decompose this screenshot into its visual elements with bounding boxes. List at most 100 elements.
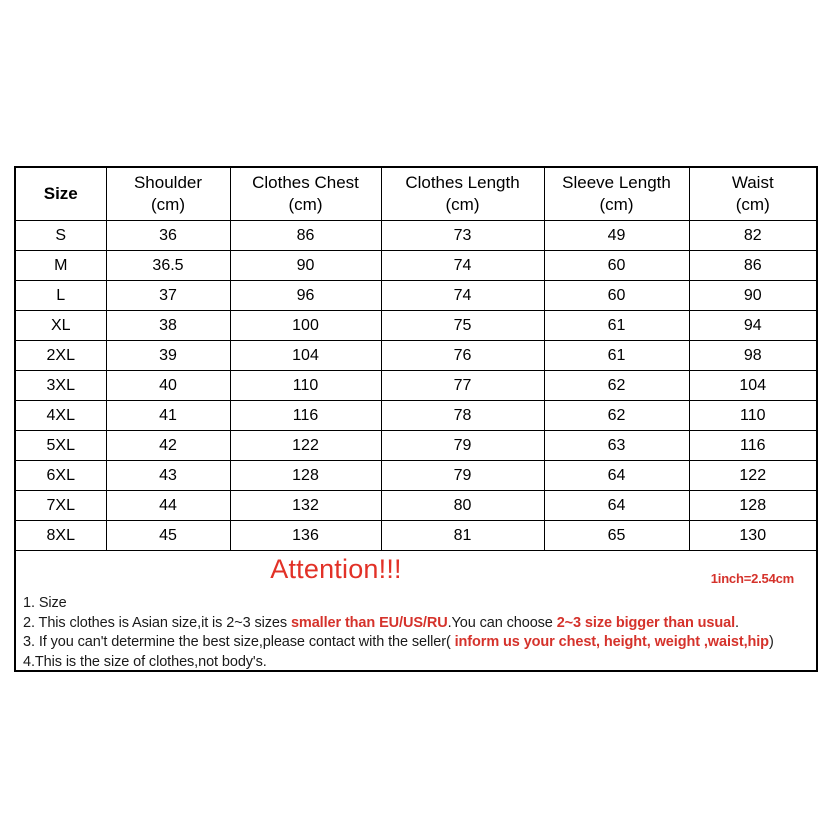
note-line-3-highlight: inform us your chest, height, weight ,wa… [454, 634, 769, 650]
note-line-2-part-c: . [735, 614, 739, 631]
column-header-clothes-chest-label: Clothes Chest [252, 173, 359, 193]
cell-shoulder: 44 [106, 490, 231, 521]
table-row: S 36 86 73 49 82 [16, 220, 816, 251]
cell-waist: 122 [689, 460, 816, 491]
cell-size: 6XL [16, 460, 107, 491]
cell-shoulder: 45 [106, 520, 231, 551]
note-line-1-text: 1. Size [23, 595, 67, 611]
cell-clothes-chest: 86 [230, 220, 382, 251]
column-header-shoulder-label: Shoulder [133, 173, 203, 193]
cell-clothes-chest: 136 [230, 520, 382, 551]
cell-size: M [16, 250, 107, 281]
table-row: 5XL 42 122 79 63 116 [16, 430, 816, 461]
column-header-clothes-length: Clothes Length (cm) [381, 168, 545, 221]
cell-size: 7XL [16, 490, 107, 521]
notes-list: 1. Size 2. This clothes is Asian size,it… [23, 594, 812, 672]
attention-title: Attention!!! [270, 554, 402, 584]
cell-clothes-length: 81 [381, 520, 545, 551]
column-header-clothes-length-unit: (cm) [445, 195, 480, 214]
column-header-waist-label: Waist [731, 173, 774, 193]
cell-shoulder: 36.5 [106, 250, 231, 281]
cell-waist: 116 [689, 430, 816, 461]
note-line-4-text: 4.This is the size of clothes,not body's… [23, 653, 267, 670]
table-row: 3XL 40 110 77 62 104 [16, 370, 816, 401]
table-row: XL 38 100 75 61 94 [16, 310, 816, 341]
note-line-2-highlight-1: smaller than EU/US/RU [290, 614, 448, 631]
cell-clothes-chest: 104 [230, 340, 382, 371]
cell-clothes-length: 76 [381, 340, 545, 371]
cell-waist: 90 [689, 280, 816, 311]
note-line-4: 4.This is the size of clothes,not body's… [23, 653, 812, 673]
cell-sleeve-length: 64 [544, 490, 690, 521]
cell-shoulder: 39 [106, 340, 231, 371]
cell-waist: 82 [689, 220, 816, 251]
cell-shoulder: 43 [106, 460, 231, 491]
cell-size: 5XL [16, 430, 107, 461]
table-row: 2XL 39 104 76 61 98 [16, 340, 816, 371]
note-line-1: 1. Size [23, 594, 812, 614]
table-body: S 36 86 73 49 82 M 36.5 90 74 60 86 L 37 96 74 60 90 XL 38 1… [16, 220, 816, 551]
cell-size: 4XL [16, 400, 107, 431]
cell-clothes-chest: 122 [230, 430, 382, 461]
column-header-size: Size [16, 168, 107, 221]
cell-clothes-length: 78 [381, 400, 545, 431]
cell-clothes-length: 79 [381, 460, 545, 491]
cell-size: 2XL [16, 340, 107, 371]
cell-clothes-length: 74 [381, 280, 545, 311]
table-row: L 37 96 74 60 90 [16, 280, 816, 311]
note-line-2-part-b: .You can choose [447, 614, 557, 631]
cell-sleeve-length: 60 [544, 250, 690, 281]
table-row: 7XL 44 132 80 64 128 [16, 490, 816, 521]
table-row: 6XL 43 128 79 64 122 [16, 460, 816, 491]
cell-clothes-chest: 90 [230, 250, 382, 281]
table-header-row: Size Shoulder (cm) Clothes Chest (cm) Cl… [16, 168, 816, 221]
note-line-3-part-b: ) [768, 634, 774, 650]
note-line-3: 3. If you can't determine the best size,… [23, 633, 812, 653]
cell-shoulder: 36 [106, 220, 231, 251]
column-header-waist-unit: (cm) [735, 195, 770, 214]
note-line-3-part-a: 3. If you can't determine the best size,… [23, 634, 455, 650]
size-chart-panel: Size Shoulder (cm) Clothes Chest (cm) Cl… [14, 166, 818, 672]
cell-sleeve-length: 49 [544, 220, 690, 251]
cell-clothes-chest: 110 [230, 370, 382, 401]
cell-sleeve-length: 61 [544, 340, 690, 371]
cell-waist: 130 [689, 520, 816, 551]
cell-size: 3XL [16, 370, 107, 401]
cell-waist: 98 [689, 340, 816, 371]
size-chart-table: Size Shoulder (cm) Clothes Chest (cm) Cl… [16, 168, 816, 551]
cell-clothes-length: 73 [381, 220, 545, 251]
note-line-2: 2. This clothes is Asian size,it is 2~3 … [23, 614, 812, 634]
table-row: 4XL 41 116 78 62 110 [16, 400, 816, 431]
cell-clothes-chest: 132 [230, 490, 382, 521]
column-header-clothes-chest: Clothes Chest (cm) [230, 168, 382, 221]
cell-clothes-chest: 128 [230, 460, 382, 491]
cell-clothes-length: 77 [381, 370, 545, 401]
column-header-sleeve-length: Sleeve Length (cm) [544, 168, 690, 221]
cell-shoulder: 37 [106, 280, 231, 311]
cell-shoulder: 38 [106, 310, 231, 341]
inch-conversion-note: 1inch=2.54cm [710, 571, 794, 586]
cell-waist: 128 [689, 490, 816, 521]
cell-size: L [16, 280, 107, 311]
column-header-shoulder-unit: (cm) [151, 195, 185, 214]
cell-clothes-length: 75 [381, 310, 545, 341]
cell-clothes-length: 79 [381, 430, 545, 461]
cell-shoulder: 41 [106, 400, 231, 431]
cell-waist: 110 [689, 400, 816, 431]
cell-clothes-length: 80 [381, 490, 545, 521]
cell-sleeve-length: 62 [544, 370, 690, 401]
cell-waist: 104 [689, 370, 816, 401]
cell-clothes-chest: 116 [230, 400, 382, 431]
cell-waist: 94 [689, 310, 816, 341]
cell-clothes-chest: 100 [230, 310, 382, 341]
notes-panel: Attention!!! 1inch=2.54cm 1. Size 2. Thi… [16, 551, 816, 670]
table-header: Size Shoulder (cm) Clothes Chest (cm) Cl… [16, 168, 816, 221]
note-line-2-highlight-2: 2~3 size bigger than usual [556, 614, 736, 631]
cell-clothes-chest: 96 [230, 280, 382, 311]
cell-waist: 86 [689, 250, 816, 281]
column-header-sleeve-length-label: Sleeve Length [562, 173, 671, 193]
cell-size: 8XL [16, 520, 107, 551]
cell-sleeve-length: 63 [544, 430, 690, 461]
cell-sleeve-length: 62 [544, 400, 690, 431]
cell-shoulder: 42 [106, 430, 231, 461]
